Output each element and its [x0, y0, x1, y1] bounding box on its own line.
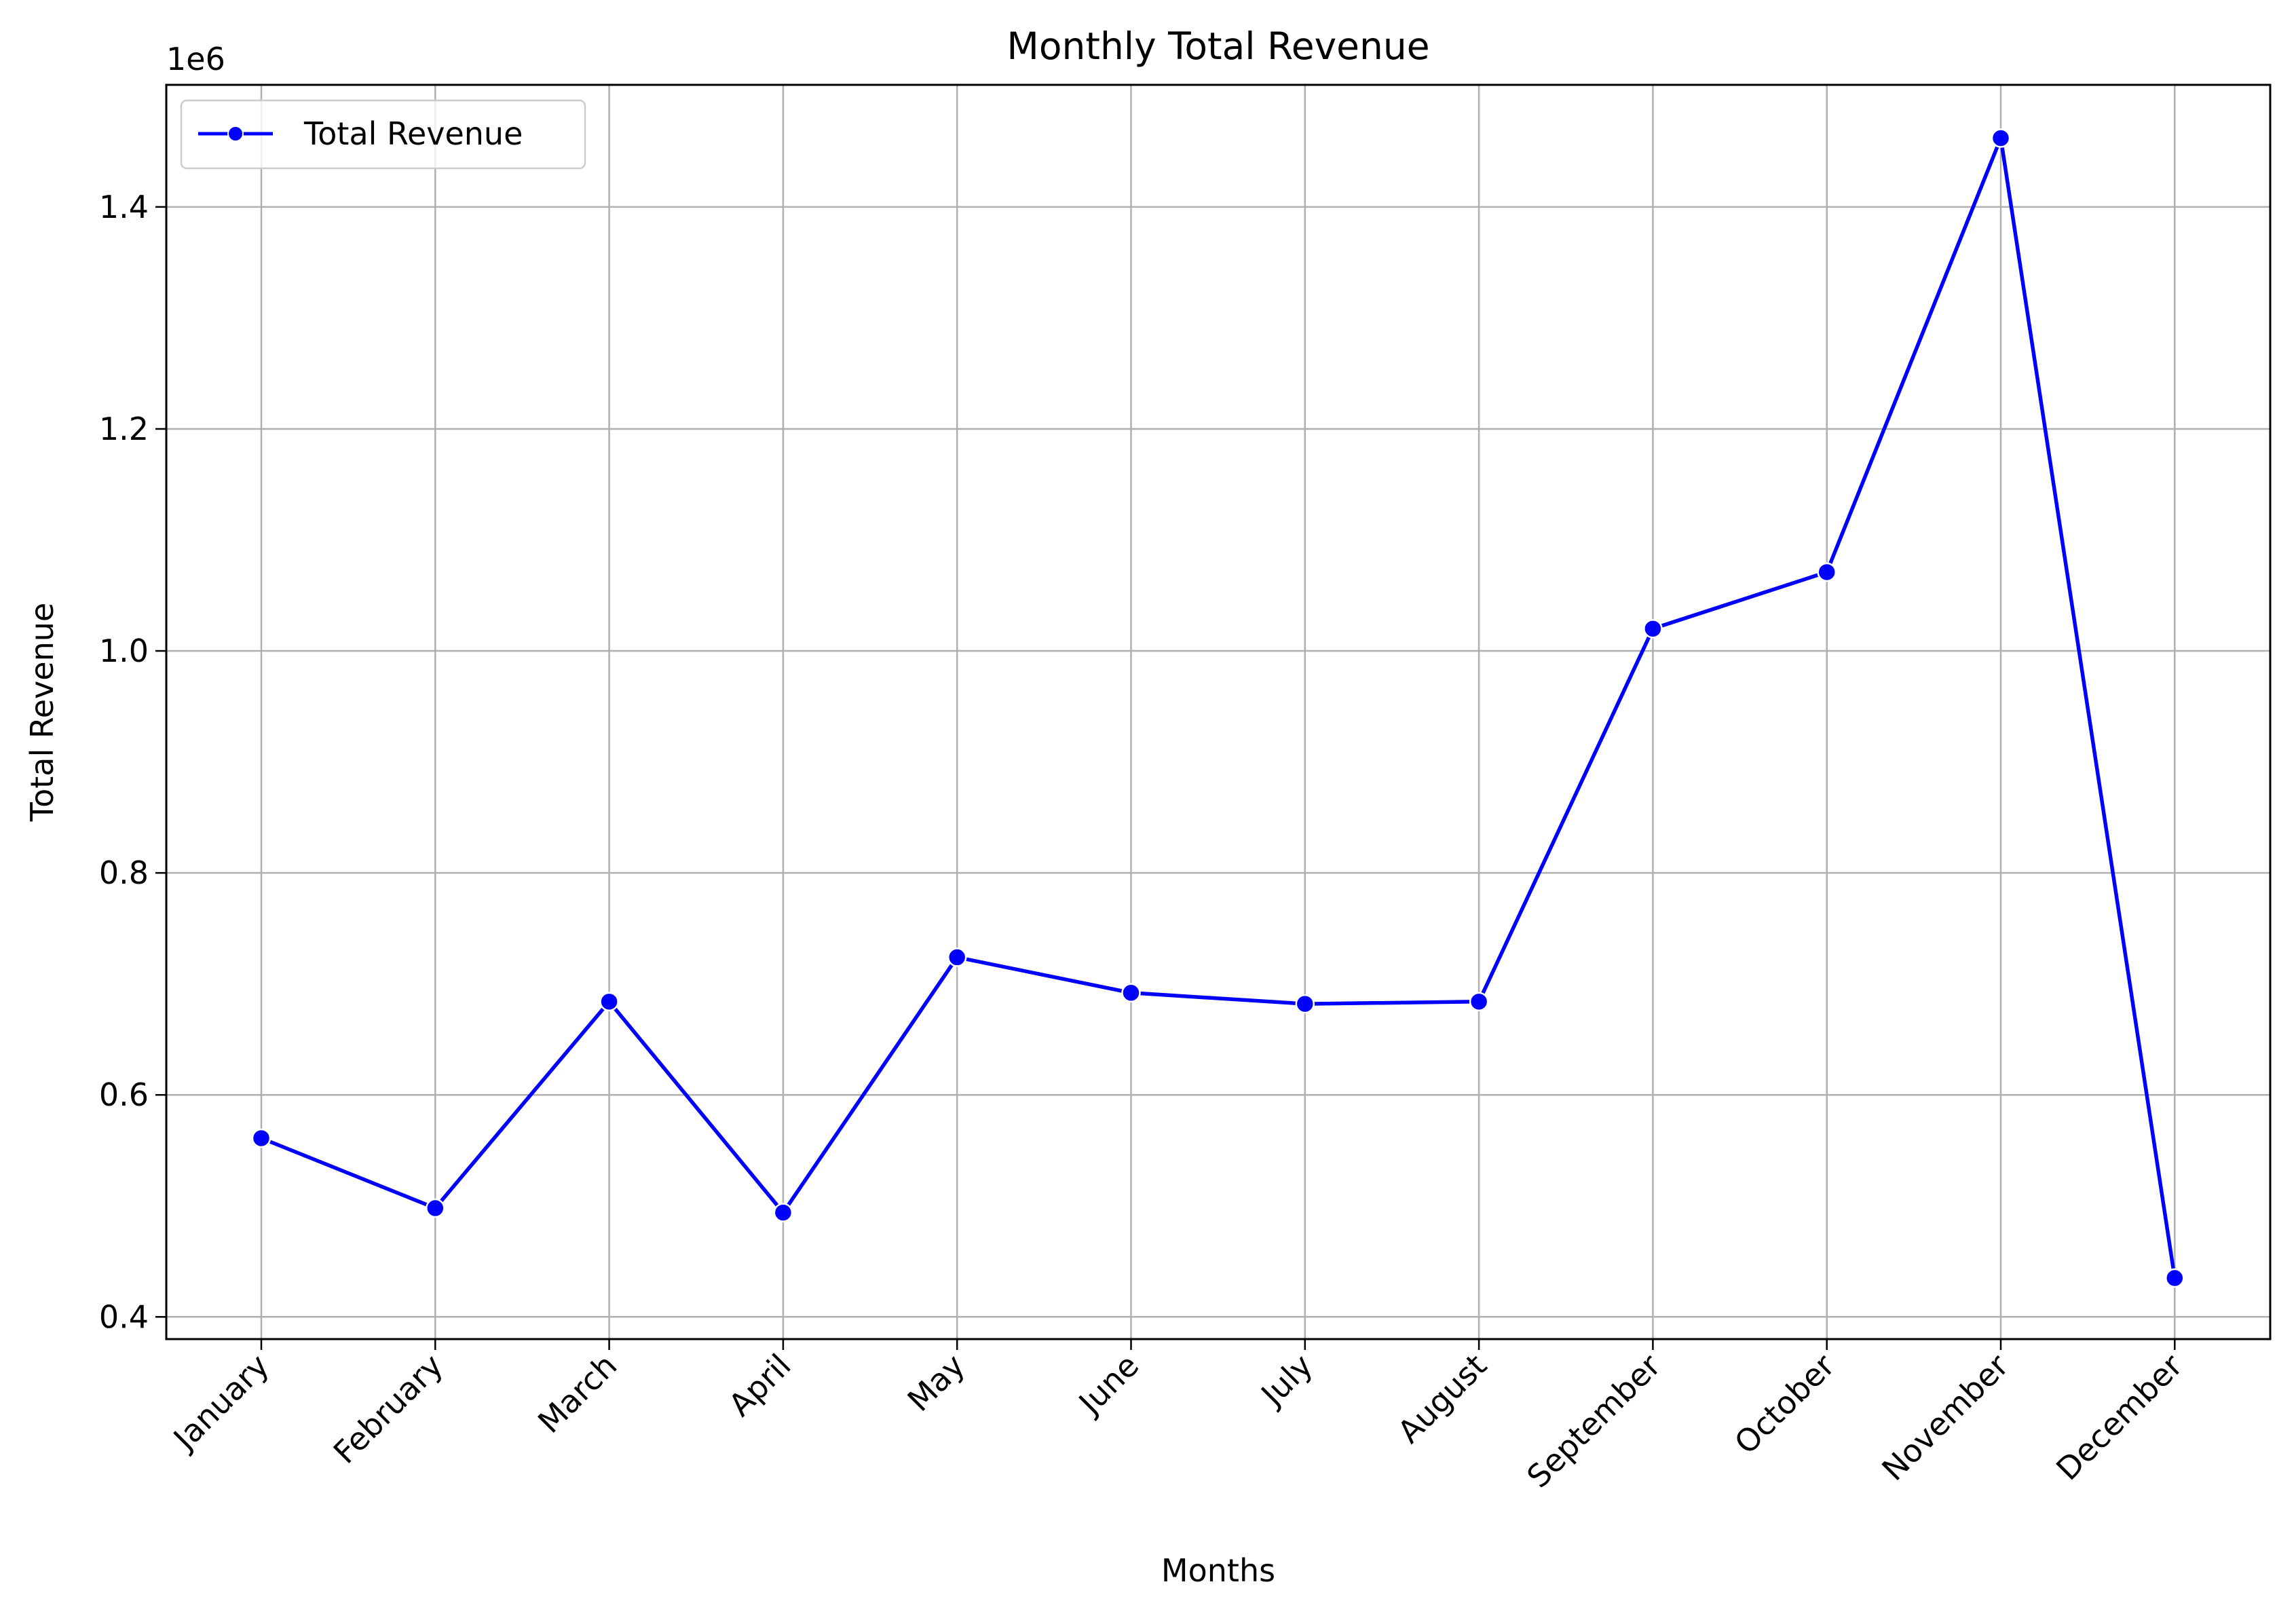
series-line: [260, 136, 2177, 1279]
chart-title: Monthly Total Revenue: [1006, 24, 1429, 68]
data-point: [947, 947, 967, 967]
data-point: [251, 1128, 271, 1148]
legend-marker-swatch: [227, 126, 244, 142]
y-axis-offset-label: 1e6: [166, 41, 225, 77]
data-point: [1643, 619, 1663, 639]
data-point: [1991, 128, 2011, 148]
y-tick-label: 0.8: [99, 854, 149, 891]
grid: [166, 85, 2270, 1339]
y-tick-label: 1.4: [99, 189, 149, 225]
data-point: [1121, 983, 1141, 1003]
y-tick-label: 0.4: [99, 1298, 149, 1335]
legend-label: Total Revenue: [303, 115, 523, 152]
legend-frame: [180, 99, 586, 170]
x-axis-label: Months: [1161, 1552, 1275, 1589]
data-point: [1295, 994, 1315, 1014]
series-layer: [251, 128, 2185, 1288]
plot-frame: [165, 83, 2272, 1340]
y-tick-label: 1.2: [99, 411, 149, 447]
y-tick-label: 1.0: [99, 633, 149, 669]
data-point: [773, 1203, 793, 1222]
data-point: [426, 1198, 445, 1218]
y-axis-label: Total Revenue: [24, 603, 60, 822]
data-point: [1469, 992, 1489, 1012]
data-point: [2165, 1268, 2185, 1288]
data-point: [599, 992, 619, 1012]
data-point: [1817, 562, 1837, 582]
legend: Total Revenue: [180, 99, 586, 170]
y-tick-label: 0.6: [99, 1076, 149, 1113]
